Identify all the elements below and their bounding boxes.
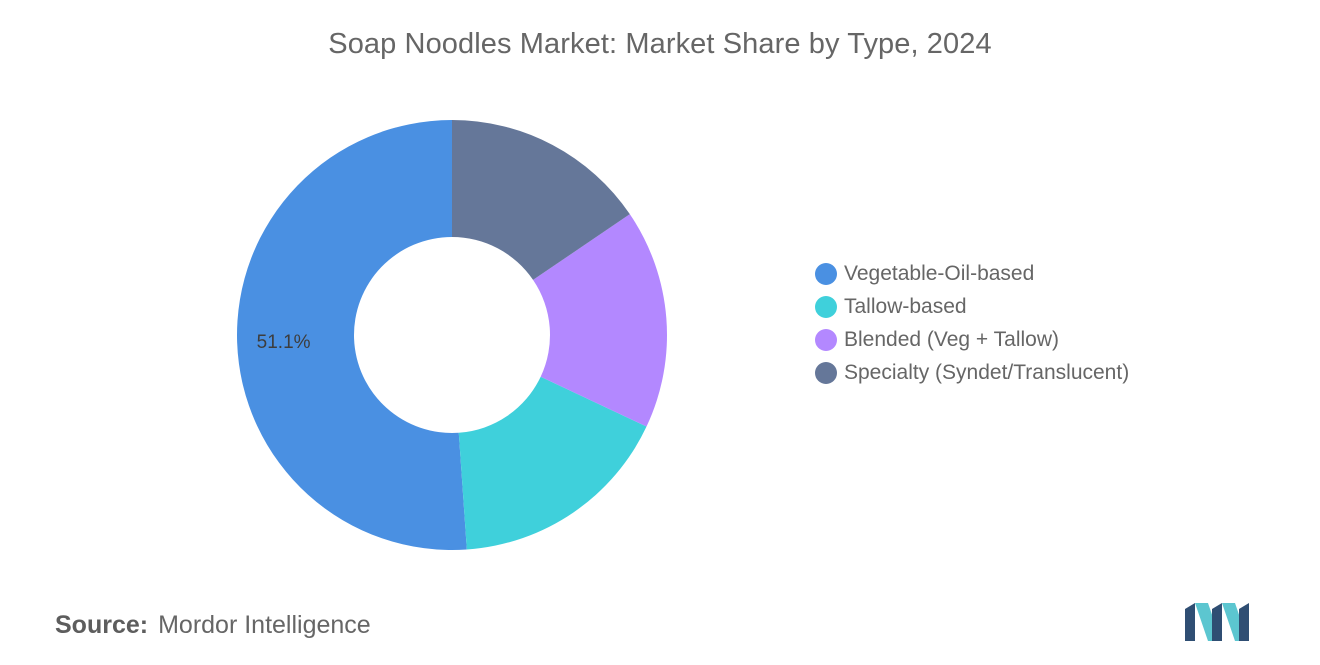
source-prefix: Source: [55, 611, 149, 639]
chart-legend: Vegetable-Oil-based Tallow-based Blended… [815, 257, 1285, 389]
source-name: Mordor Intelligence [158, 611, 371, 639]
slice-specialty [452, 120, 630, 280]
legend-label: Specialty (Syndet/Translucent) [844, 360, 1130, 384]
legend-item-blended: Blended (Veg + Tallow) [815, 323, 1285, 356]
legend-swatch [815, 262, 837, 285]
legend-swatch [815, 295, 837, 318]
chart-title: Soap Noodles Market: Market Share by Typ… [328, 28, 992, 60]
slice-tallow-based [458, 376, 647, 550]
data-label-vegetable-oil-based: 51.1% [257, 332, 311, 353]
slice-vegetable-oil-based [236, 120, 467, 550]
legend-item-vegetable-oil-based: Vegetable-Oil-based [815, 257, 1285, 290]
legend-label: Blended (Veg + Tallow) [844, 327, 1060, 351]
legend-item-tallow-based: Tallow-based [815, 290, 1285, 323]
legend-label: Vegetable-Oil-based [844, 261, 1035, 285]
slice-blended [533, 214, 667, 427]
legend-item-specialty: Specialty (Syndet/Translucent) [815, 356, 1285, 389]
legend-swatch [815, 361, 837, 384]
legend-swatch [815, 328, 837, 351]
mordor-intelligence-logo-icon [1185, 603, 1249, 641]
legend-label: Tallow-based [844, 294, 967, 318]
source-note: Source: Mordor Intelligence [55, 611, 371, 640]
